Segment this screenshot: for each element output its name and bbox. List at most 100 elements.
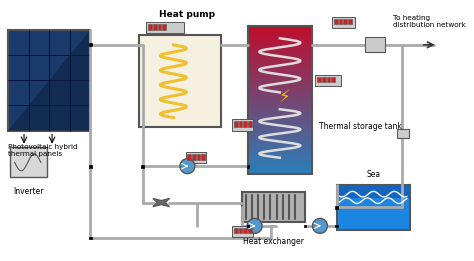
Bar <box>248 41 311 44</box>
Bar <box>248 38 311 41</box>
Bar <box>248 66 311 69</box>
Bar <box>248 56 311 59</box>
Bar <box>248 90 311 93</box>
Bar <box>239 121 243 127</box>
Bar <box>248 100 311 103</box>
Bar <box>315 75 341 86</box>
Circle shape <box>247 218 262 233</box>
Bar <box>338 19 342 24</box>
Bar <box>248 70 311 74</box>
Bar <box>248 92 311 96</box>
Bar <box>322 76 326 82</box>
Bar <box>248 48 311 51</box>
Text: Thermal storage tank: Thermal storage tank <box>319 122 402 131</box>
Bar <box>248 73 311 76</box>
Text: To heating
distribution network: To heating distribution network <box>393 15 465 28</box>
Bar <box>248 51 311 54</box>
Circle shape <box>180 159 195 174</box>
Bar <box>248 120 311 123</box>
Bar <box>89 165 91 168</box>
Bar <box>248 139 311 143</box>
Bar <box>248 53 311 56</box>
Bar <box>248 159 311 162</box>
Bar <box>232 120 253 131</box>
Bar <box>248 26 311 174</box>
Bar <box>244 121 247 127</box>
Bar <box>246 224 249 227</box>
Bar <box>248 83 311 86</box>
Bar <box>157 24 161 30</box>
Bar <box>248 33 311 37</box>
Bar <box>317 76 321 82</box>
Bar <box>248 121 252 127</box>
Bar <box>248 68 311 71</box>
Bar <box>248 154 311 157</box>
Bar <box>248 115 311 118</box>
Bar <box>248 36 311 39</box>
Bar <box>248 171 311 174</box>
Bar <box>242 192 305 222</box>
Bar <box>365 37 385 52</box>
Bar <box>248 107 311 110</box>
Circle shape <box>312 218 328 233</box>
Bar <box>248 151 311 155</box>
Bar <box>304 224 306 227</box>
Bar <box>336 224 338 227</box>
Bar <box>187 154 191 160</box>
Bar <box>248 144 311 147</box>
Bar <box>248 166 311 169</box>
Bar <box>248 78 311 81</box>
Bar <box>248 29 311 32</box>
Bar <box>248 61 311 64</box>
Bar <box>248 63 311 66</box>
Text: Heat exchanger: Heat exchanger <box>243 237 304 246</box>
Bar <box>248 161 311 164</box>
Polygon shape <box>8 30 91 131</box>
Bar <box>89 237 91 239</box>
Bar <box>141 165 144 168</box>
Bar <box>337 198 409 229</box>
Bar <box>248 80 311 84</box>
Bar <box>248 134 311 138</box>
Bar <box>398 129 409 138</box>
Bar <box>148 24 152 30</box>
Bar <box>234 121 238 127</box>
Bar <box>248 58 311 61</box>
Text: Inverter: Inverter <box>13 187 44 196</box>
Bar <box>248 102 311 105</box>
Bar <box>248 117 311 120</box>
Text: Sea: Sea <box>366 170 380 179</box>
Bar <box>234 228 238 233</box>
Bar <box>248 164 311 167</box>
Bar <box>197 154 201 160</box>
Bar <box>336 206 338 209</box>
Bar <box>10 147 47 177</box>
Bar <box>89 43 91 46</box>
Bar <box>348 19 352 24</box>
Bar <box>244 228 247 233</box>
Bar <box>332 17 355 28</box>
Bar <box>248 105 311 108</box>
Bar <box>248 147 311 150</box>
Bar <box>248 169 311 172</box>
Bar <box>248 85 311 88</box>
Bar <box>146 22 183 33</box>
Bar <box>248 110 311 113</box>
Bar <box>153 24 156 30</box>
Bar <box>334 19 337 24</box>
Text: Photovoltaic hybrid
thermal panels: Photovoltaic hybrid thermal panels <box>8 144 78 157</box>
Bar <box>248 137 311 140</box>
Bar <box>248 46 311 49</box>
Bar <box>248 112 311 115</box>
Bar <box>327 76 330 82</box>
Bar <box>232 226 253 237</box>
Bar <box>331 76 335 82</box>
Bar <box>248 129 311 133</box>
Bar <box>337 185 410 230</box>
Bar <box>248 88 311 91</box>
Bar <box>185 152 206 163</box>
Text: Heat pump: Heat pump <box>159 10 215 19</box>
Bar <box>248 26 311 29</box>
Bar <box>248 149 311 152</box>
Bar <box>8 30 91 131</box>
